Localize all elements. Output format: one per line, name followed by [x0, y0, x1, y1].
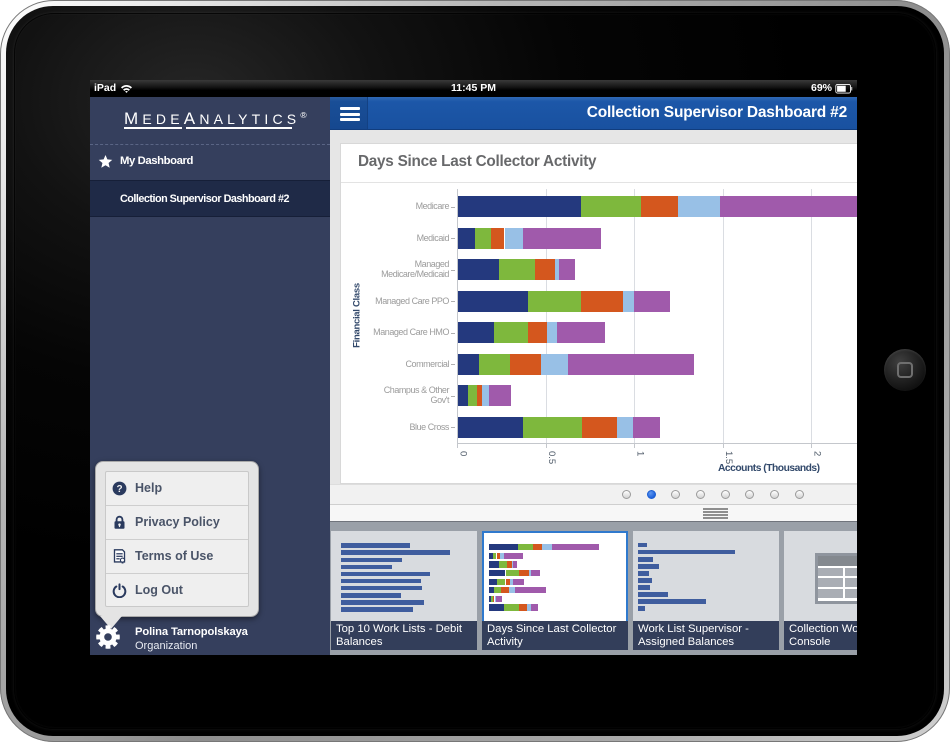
svg-text:?: ? — [116, 484, 122, 495]
